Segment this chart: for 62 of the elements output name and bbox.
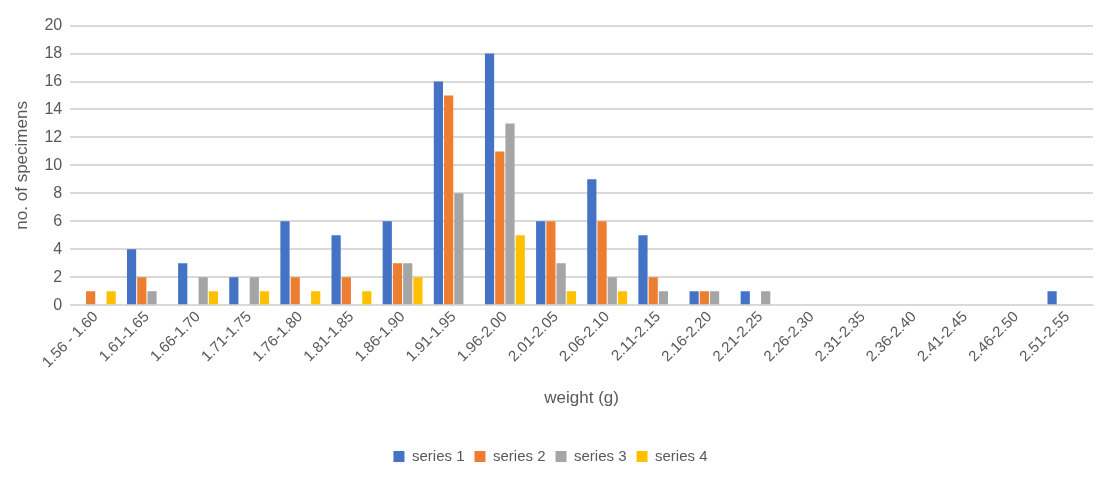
- bar: [137, 277, 147, 305]
- x-axis-title: weight (g): [543, 388, 619, 408]
- bar: [444, 95, 454, 305]
- bar: [761, 291, 771, 305]
- bar: [546, 221, 556, 305]
- bar: [597, 221, 607, 305]
- bar: [689, 291, 699, 305]
- bar: [249, 277, 259, 305]
- y-tick-label: 6: [53, 211, 63, 229]
- bar: [587, 179, 597, 305]
- y-tick-label: 16: [44, 71, 63, 89]
- bar: [515, 235, 525, 305]
- bar: [208, 291, 218, 305]
- bar: [536, 221, 546, 305]
- y-tick-label: 0: [53, 295, 63, 313]
- y-tick-label: 4: [53, 239, 63, 257]
- y-tick-label: 8: [53, 183, 63, 201]
- bar: [617, 291, 628, 305]
- bar: [331, 235, 341, 305]
- y-axis-title: no. of specimens: [11, 101, 31, 230]
- bar: [198, 277, 208, 305]
- bar: [699, 291, 709, 305]
- bar: [566, 291, 576, 305]
- bar: [86, 291, 96, 305]
- bar: [280, 221, 290, 305]
- legend-label: series 3: [574, 446, 627, 464]
- bar: [362, 291, 372, 305]
- bar: [1047, 291, 1057, 305]
- bar: [392, 263, 403, 305]
- bar: [403, 263, 413, 305]
- bar: [413, 277, 423, 305]
- y-tick-label: 10: [44, 155, 63, 173]
- bar: [126, 249, 137, 305]
- y-tick-label: 14: [44, 99, 63, 117]
- bar: [648, 277, 658, 305]
- y-tick-label: 18: [44, 43, 63, 61]
- bar: [433, 81, 444, 305]
- bar: [495, 151, 505, 305]
- bar: [229, 277, 239, 305]
- legend-label: series 2: [492, 446, 546, 464]
- bar: [740, 291, 750, 305]
- bar: [454, 193, 464, 305]
- legend-label: series 1: [411, 446, 465, 464]
- bar: [484, 53, 495, 305]
- bar: [106, 291, 116, 305]
- bar: [709, 291, 720, 305]
- bar: [505, 123, 515, 305]
- bar: [556, 263, 566, 305]
- bar: [290, 277, 300, 305]
- y-tick-label: 2: [53, 267, 63, 285]
- y-tick-label: 12: [44, 127, 63, 145]
- bar: [311, 291, 321, 305]
- legend-label: series 4: [655, 446, 708, 464]
- bar: [658, 291, 669, 305]
- bar: [341, 277, 351, 305]
- bar: [382, 221, 392, 305]
- bar: [607, 277, 617, 305]
- y-tick-label: 20: [44, 16, 63, 34]
- bar: [147, 291, 157, 305]
- bar: [259, 291, 270, 305]
- bar: [178, 263, 188, 305]
- bar: [638, 235, 648, 305]
